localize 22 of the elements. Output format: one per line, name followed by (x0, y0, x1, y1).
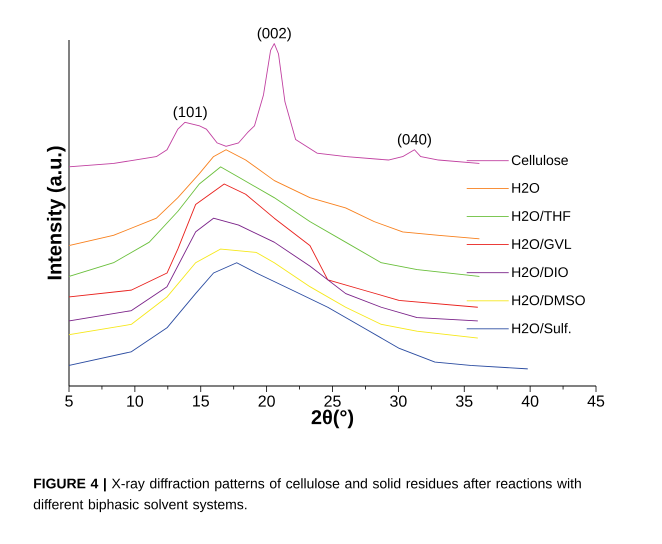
legend-label: H2O/THF (512, 210, 570, 221)
x-tick-label: 35 (456, 396, 472, 407)
x-tick-label: 20 (258, 396, 275, 407)
legend-label: H2O/DMSO (512, 294, 585, 306)
annotation: (002) (258, 27, 291, 42)
legend-label: H2O/DIO (512, 266, 568, 278)
x-tick-label: 15 (193, 396, 209, 407)
legend-label: H2O (512, 182, 540, 193)
legend-label: Cellulose (512, 154, 568, 166)
y-axis-title: Intensity (a.u.) (46, 146, 66, 280)
legend-label: H2O/Sulf. (512, 323, 570, 334)
legend-label: H2O/GVL (512, 238, 572, 250)
x-tick-label: 25 (324, 396, 341, 407)
x-tick-label: 10 (127, 396, 144, 407)
x-tick-label: 5 (65, 396, 73, 407)
x-tick-label: 40 (522, 396, 538, 407)
annotation: (040) (398, 134, 431, 148)
x-axis-title: 2θ(°) (312, 410, 354, 428)
x-tick-label: 45 (588, 396, 604, 407)
annotation: (101) (174, 106, 207, 120)
text: FIGURE 4 | X-ray diffraction patterns of cellulose and solid residues after reactions with different biphasic solvent systems. (34, 478, 581, 512)
x-tick-label: 30 (390, 396, 407, 407)
